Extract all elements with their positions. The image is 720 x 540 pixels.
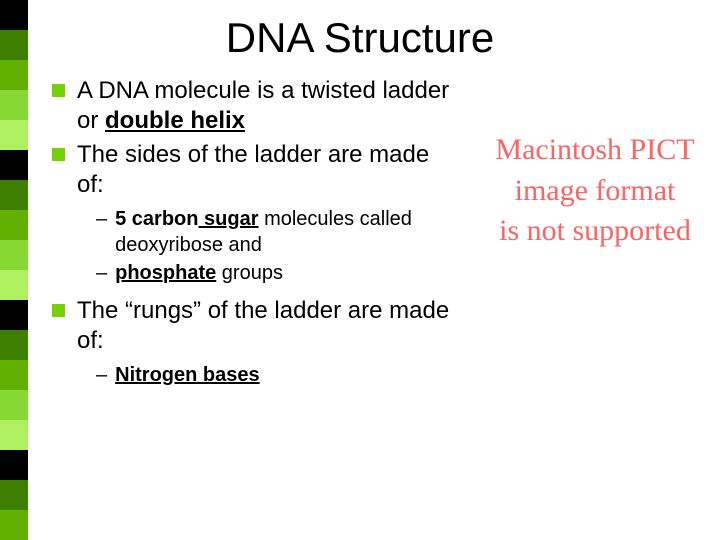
dash-bullet-icon: –: [96, 260, 107, 286]
placeholder-line: Macintosh PICT: [490, 130, 700, 171]
square-bullet-icon: [52, 84, 65, 97]
text-run: 5 carbon sugar molecules called deoxyrib…: [115, 206, 452, 258]
sub-bullet-item: –Nitrogen bases: [96, 362, 452, 388]
sidebar-stripe: [0, 360, 28, 390]
sidebar-stripe: [0, 420, 28, 450]
dash-bullet-icon: –: [96, 206, 107, 232]
slide-body: A DNA molecule is a twisted ladder or do…: [52, 76, 452, 398]
bullet-item: The sides of the ladder are made of:: [52, 140, 452, 200]
decorative-sidebar: [0, 0, 28, 540]
sidebar-stripe: [0, 150, 28, 180]
sidebar-stripe: [0, 270, 28, 300]
text-run: A DNA molecule is a twisted ladder or do…: [77, 76, 452, 136]
sidebar-stripe: [0, 60, 28, 90]
sidebar-stripe: [0, 90, 28, 120]
bullet-item: The “rungs” of the ladder are made of:: [52, 296, 452, 356]
sidebar-stripe: [0, 330, 28, 360]
text-run: phosphate groups: [115, 260, 283, 286]
square-bullet-icon: [52, 148, 65, 161]
sub-bullet-item: –phosphate groups: [96, 260, 452, 286]
sidebar-stripe: [0, 180, 28, 210]
placeholder-line: image format: [490, 171, 700, 212]
missing-image-placeholder: Macintosh PICT image format is not suppo…: [490, 130, 700, 252]
text-run: Nitrogen bases: [115, 362, 259, 388]
sub-list: –5 carbon sugar molecules called deoxyri…: [96, 206, 452, 286]
text-run: The “rungs” of the ladder are made of:: [77, 296, 452, 356]
sidebar-stripe: [0, 510, 28, 540]
sidebar-stripe: [0, 300, 28, 330]
sidebar-stripe: [0, 210, 28, 240]
square-bullet-icon: [52, 304, 65, 317]
sidebar-stripe: [0, 480, 28, 510]
sub-list: –Nitrogen bases: [96, 362, 452, 388]
sub-bullet-item: –5 carbon sugar molecules called deoxyri…: [96, 206, 452, 258]
text-run: The sides of the ladder are made of:: [77, 140, 452, 200]
bullet-item: A DNA molecule is a twisted ladder or do…: [52, 76, 452, 136]
sidebar-stripe: [0, 390, 28, 420]
dash-bullet-icon: –: [96, 362, 107, 388]
sidebar-stripe: [0, 120, 28, 150]
sidebar-stripe: [0, 240, 28, 270]
placeholder-line: is not supported: [490, 211, 700, 252]
slide-title: DNA Structure: [0, 14, 720, 62]
sidebar-stripe: [0, 450, 28, 480]
